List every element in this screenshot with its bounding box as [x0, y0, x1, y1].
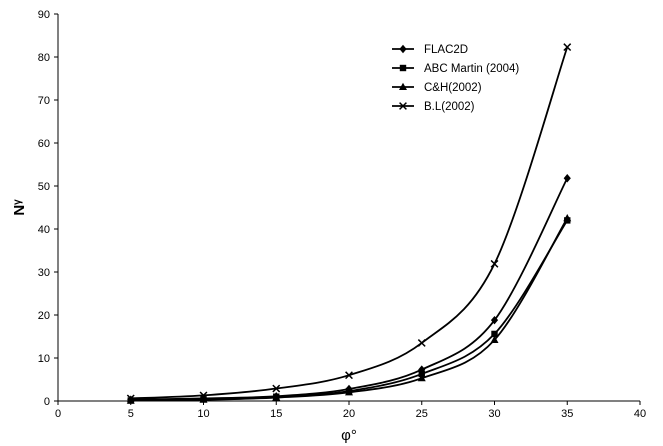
data-point-cross — [417, 339, 426, 347]
y-tick-label: 30 — [38, 267, 50, 279]
data-point-diamond — [563, 174, 571, 183]
y-tick-label: 50 — [38, 181, 50, 193]
data-point-triangle — [345, 388, 353, 396]
series-diamond — [127, 174, 571, 404]
x-tick-label: 30 — [488, 408, 500, 420]
data-point-triangle — [490, 335, 499, 343]
legend-label: ABC Martin (2004) — [424, 63, 519, 75]
data-point-cross — [490, 259, 499, 268]
data-point-triangle — [417, 374, 426, 382]
data-point-cross — [272, 384, 281, 393]
x-tick-label: 25 — [416, 408, 428, 420]
data-point-triangle — [126, 396, 135, 404]
y-tick-label: 60 — [38, 138, 50, 150]
data-point-diamond — [490, 315, 499, 325]
y-tick-label: 90 — [38, 9, 50, 21]
data-point-triangle — [563, 214, 572, 222]
legend-label: B.L(2002) — [424, 101, 475, 113]
data-point-square — [491, 330, 498, 338]
legend-item: ABC Martin (2004) — [392, 63, 519, 75]
x-tick-label: 15 — [270, 408, 282, 420]
series-triangle — [126, 214, 572, 404]
y-tick-label: 40 — [38, 224, 50, 236]
y-tick-label: 0 — [44, 396, 50, 408]
data-point-triangle — [272, 393, 281, 401]
legend-item: B.L(2002) — [392, 101, 475, 113]
data-point-cross — [199, 391, 208, 400]
legend-item: FLAC2D — [392, 44, 468, 56]
series-cross — [126, 43, 572, 403]
data-point-cross — [563, 43, 572, 52]
legend-marker-cross — [399, 102, 407, 110]
series-layer — [126, 43, 572, 404]
x-tick-label: 35 — [561, 408, 573, 420]
legend-label: FLAC2D — [424, 44, 468, 56]
data-point-square — [418, 370, 425, 378]
series-line — [130, 177, 569, 401]
data-point-cross — [345, 371, 353, 380]
legend-item: C&H(2002) — [392, 82, 482, 94]
legend-marker-diamond — [399, 44, 407, 54]
x-tick-label: 5 — [128, 408, 134, 420]
legend-label: C&H(2002) — [424, 82, 482, 94]
x-tick-label: 0 — [55, 408, 61, 420]
x-tick-label: 40 — [634, 408, 646, 420]
legend: FLAC2D ABC Martin (2004) C&H(2002) B.L(2002… — [392, 44, 519, 113]
series-line — [130, 46, 569, 400]
y-tick-label: 70 — [38, 95, 50, 107]
legend-marker-triangle — [399, 82, 407, 90]
y-tick-label: 20 — [38, 310, 50, 322]
data-point-cross — [126, 394, 135, 403]
y-tick-label: 10 — [38, 353, 50, 365]
y-axis-title: Nᵞ — [11, 199, 28, 216]
y-tick-label: 80 — [38, 52, 50, 64]
legend-marker-square — [399, 64, 407, 72]
x-axis-title: φ° — [341, 427, 357, 444]
x-tick-label: 20 — [343, 408, 355, 420]
data-point-triangle — [199, 395, 208, 403]
x-tick-label: 10 — [197, 408, 209, 420]
axis-ticks: 0 5 10 15 20 25 30 35 40 0 10 20 30 40 50 60 70 80 90 — [38, 9, 646, 420]
